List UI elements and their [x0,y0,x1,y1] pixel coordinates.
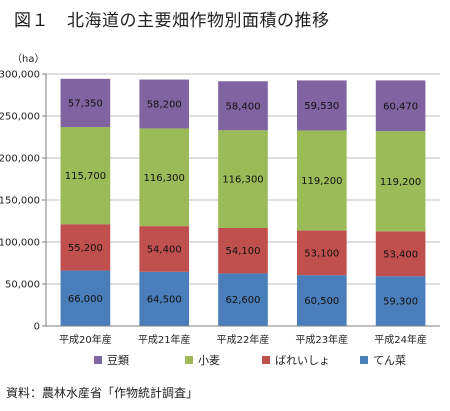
data-label: 53,100 [304,248,339,259]
data-label: 60,500 [304,296,339,307]
y-tick-label: 100,000 [0,238,40,249]
y-tick-label: 150,000 [0,196,40,207]
legend-label: 豆類 [107,354,129,367]
y-tick-label: 250,000 [0,112,40,123]
data-label: 57,350 [68,98,103,109]
legend-swatch [262,356,270,364]
x-category-label: 平成21年産 [138,333,191,346]
data-label: 58,200 [147,99,182,110]
chart-title: 図１ 北海道の主要畑作物別面積の推移 [14,6,330,31]
bar-segment [218,81,268,131]
y-tick-label: 50,000 [5,280,40,291]
data-label: 115,700 [65,171,106,182]
bar-segment [375,231,426,277]
x-category-label: 平成22年産 [217,333,270,346]
source-note: 資料：農林水産省「作物統計調査」 [6,386,199,400]
data-label: 59,530 [304,101,339,112]
data-label: 64,500 [147,294,182,305]
bar-segment [139,226,190,272]
bar-segment [375,276,426,326]
y-tick-label: 0 [34,322,40,333]
data-label: 62,600 [226,295,261,306]
bar-segment [375,80,426,132]
x-category-label: 平成20年産 [59,333,112,346]
legend-swatch [94,356,102,364]
legend-label: ばれいしょ [275,354,330,367]
bar-segment [60,270,111,326]
data-label: 116,300 [222,175,263,186]
bar-segment [139,79,190,129]
legend-swatch [185,356,193,364]
x-category-label: 平成23年産 [295,333,348,346]
bar-segment [296,80,347,131]
bar-segment [296,275,347,326]
bar-segment [60,127,111,225]
bar-segment [375,131,426,232]
bar-segment [218,227,268,274]
data-label: 66,000 [68,294,103,305]
bar-segment [60,224,111,271]
y-tick-label: 200,000 [0,154,40,165]
figure-number: 図１ [14,11,49,31]
legend-swatch [360,356,368,364]
data-label: 55,200 [68,243,103,254]
data-label: 54,400 [147,244,182,255]
bar-segment [218,130,268,228]
y-tick-label: 300,000 [0,70,40,81]
legend-label: てん菜 [373,354,406,367]
bar-segment [139,271,190,326]
bar-segment [218,273,268,326]
y-unit-label: （ha） [12,53,44,65]
data-label: 53,400 [383,249,418,260]
data-label: 59,300 [383,297,418,308]
bar-segment [139,128,190,227]
data-label: 119,200 [380,177,421,188]
bar-segment [60,78,111,128]
data-label: 60,470 [383,101,418,112]
data-label: 119,200 [301,176,342,187]
x-category-label: 平成24年産 [374,333,427,346]
data-label: 58,400 [226,101,261,112]
legend-label: 小麦 [198,354,220,367]
figure-title: 北海道の主要畑作物別面積の推移 [67,11,330,31]
bar-segment [296,230,347,276]
data-label: 54,100 [226,246,261,257]
data-label: 116,300 [144,173,185,184]
bar-segment [296,130,347,231]
